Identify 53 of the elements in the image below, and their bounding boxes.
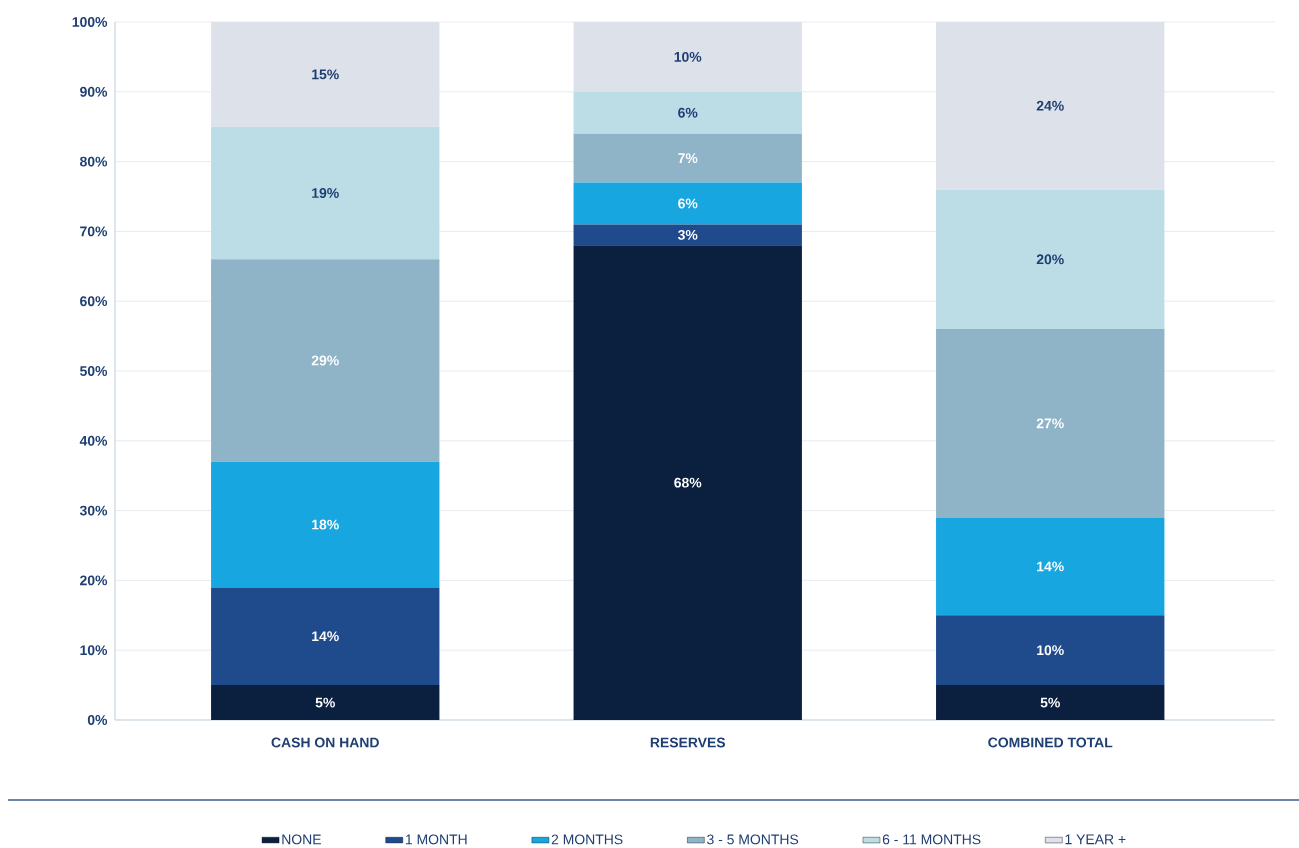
data-label: 10% <box>674 51 702 62</box>
data-label: 24% <box>1036 100 1064 111</box>
data-label: 14% <box>312 631 339 642</box>
x-tick-label: COMBINED TOTAL <box>988 737 1113 748</box>
bar <box>211 126 440 260</box>
bar <box>211 259 440 462</box>
bar <box>936 517 1165 616</box>
y-tick-label: 10% <box>80 645 108 656</box>
data-label: 5% <box>1040 697 1060 708</box>
bar <box>936 615 1165 686</box>
bar <box>573 182 802 225</box>
bar <box>211 685 440 720</box>
data-label: 27% <box>1036 418 1064 429</box>
bar <box>936 189 1165 330</box>
legend-label: 1 YEAR + <box>1065 834 1126 845</box>
y-tick-label: 40% <box>79 435 108 446</box>
data-label: 20% <box>1036 254 1064 265</box>
data-label: 29% <box>311 355 339 366</box>
data-label: 19% <box>312 188 339 198</box>
data-label: 3% <box>677 229 698 240</box>
legend-label: 6 - 11 MONTHS <box>882 834 981 845</box>
legend-label: 2 MONTHS <box>551 834 623 845</box>
x-tick-label: CASH ON HAND <box>271 737 379 748</box>
y-tick-label: 80% <box>80 156 108 167</box>
y-tick-label: 30% <box>79 505 108 516</box>
y-tick-label: 100% <box>72 17 108 27</box>
bar <box>573 224 802 246</box>
data-label: 7% <box>678 153 698 164</box>
legend-label: 3 - 5 MONTHS <box>707 834 799 845</box>
data-label: 6% <box>678 198 698 209</box>
bar <box>573 245 802 720</box>
bar <box>573 133 802 183</box>
legend-label: NONE <box>282 834 321 845</box>
bar <box>211 461 440 588</box>
y-tick-label: 0% <box>87 715 108 725</box>
legend-label: 1 MONTH <box>405 834 467 845</box>
data-label: 6% <box>678 107 698 118</box>
y-tick-label: 90% <box>80 86 108 97</box>
data-label: 14% <box>1037 561 1064 572</box>
bar <box>936 685 1165 720</box>
bar <box>936 329 1165 518</box>
data-label: 10% <box>1037 645 1064 656</box>
data-label: 68% <box>674 477 702 488</box>
data-label: 5% <box>315 697 335 708</box>
y-tick-label: 50% <box>79 366 108 376</box>
data-label: 18% <box>312 519 339 530</box>
bar <box>573 91 802 134</box>
y-tick-label: 60% <box>80 296 108 307</box>
y-tick-label: 70% <box>80 226 108 237</box>
data-label: 15% <box>312 69 339 80</box>
x-tick-label: RESERVES <box>650 737 726 748</box>
y-tick-label: 20% <box>80 575 108 586</box>
bar <box>211 587 440 686</box>
